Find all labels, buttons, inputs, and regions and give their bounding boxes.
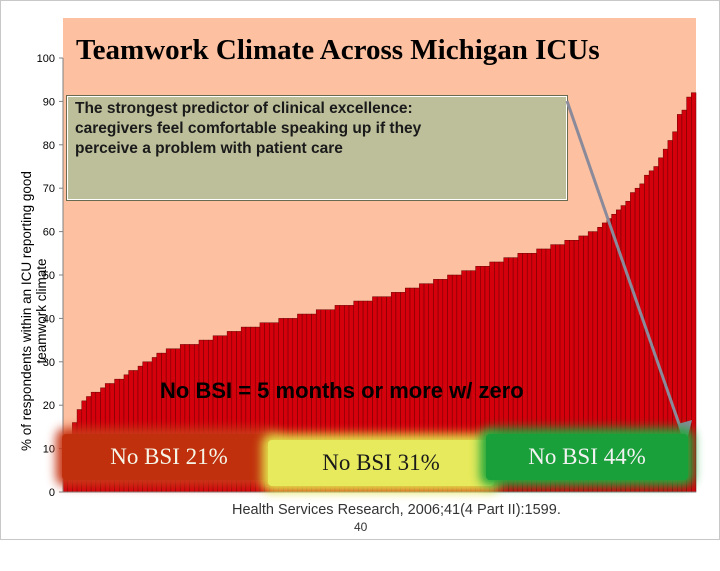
group-badge-mid: No BSI 31% xyxy=(268,440,494,486)
y-tick-label: 30 xyxy=(43,357,55,369)
y-tick-label: 60 xyxy=(43,227,55,239)
y-axis-label: % of respondents within an ICU reporting… xyxy=(19,51,61,571)
citation: Health Services Research, 2006;41(4 Part… xyxy=(232,502,561,518)
y-axis-label-line-2: teamwork climate xyxy=(34,258,49,364)
page-number: 40 xyxy=(354,520,368,534)
y-tick-label: 0 xyxy=(49,487,55,499)
y-tick-label: 80 xyxy=(43,140,55,152)
y-axis-label-line-1: % of respondents within an ICU reporting… xyxy=(19,171,34,451)
y-tick-label: 20 xyxy=(43,400,55,412)
bar xyxy=(686,96,692,493)
y-tick-label: 100 xyxy=(37,53,55,65)
y-tick-label: 40 xyxy=(43,313,55,325)
bsi-headline: No BSI = 5 months or more w/ zero xyxy=(160,378,524,403)
chart-title: Teamwork Climate Across Michigan ICUs xyxy=(76,34,600,66)
bar xyxy=(691,92,697,493)
callout-box: The strongest predictor of clinical exce… xyxy=(66,95,568,201)
y-tick-label: 10 xyxy=(43,444,55,456)
group-badge-low: No BSI 21% xyxy=(62,434,276,480)
group-badge-high: No BSI 44% xyxy=(486,434,688,480)
y-tick-label: 90 xyxy=(43,96,55,108)
y-tick-label: 50 xyxy=(43,270,55,282)
y-tick-label: 70 xyxy=(43,183,55,195)
y-axis: 0 10 20 30 40 50 60 70 80 90 100 xyxy=(37,53,696,499)
callout-text: The strongest predictor of clinical exce… xyxy=(75,100,422,157)
